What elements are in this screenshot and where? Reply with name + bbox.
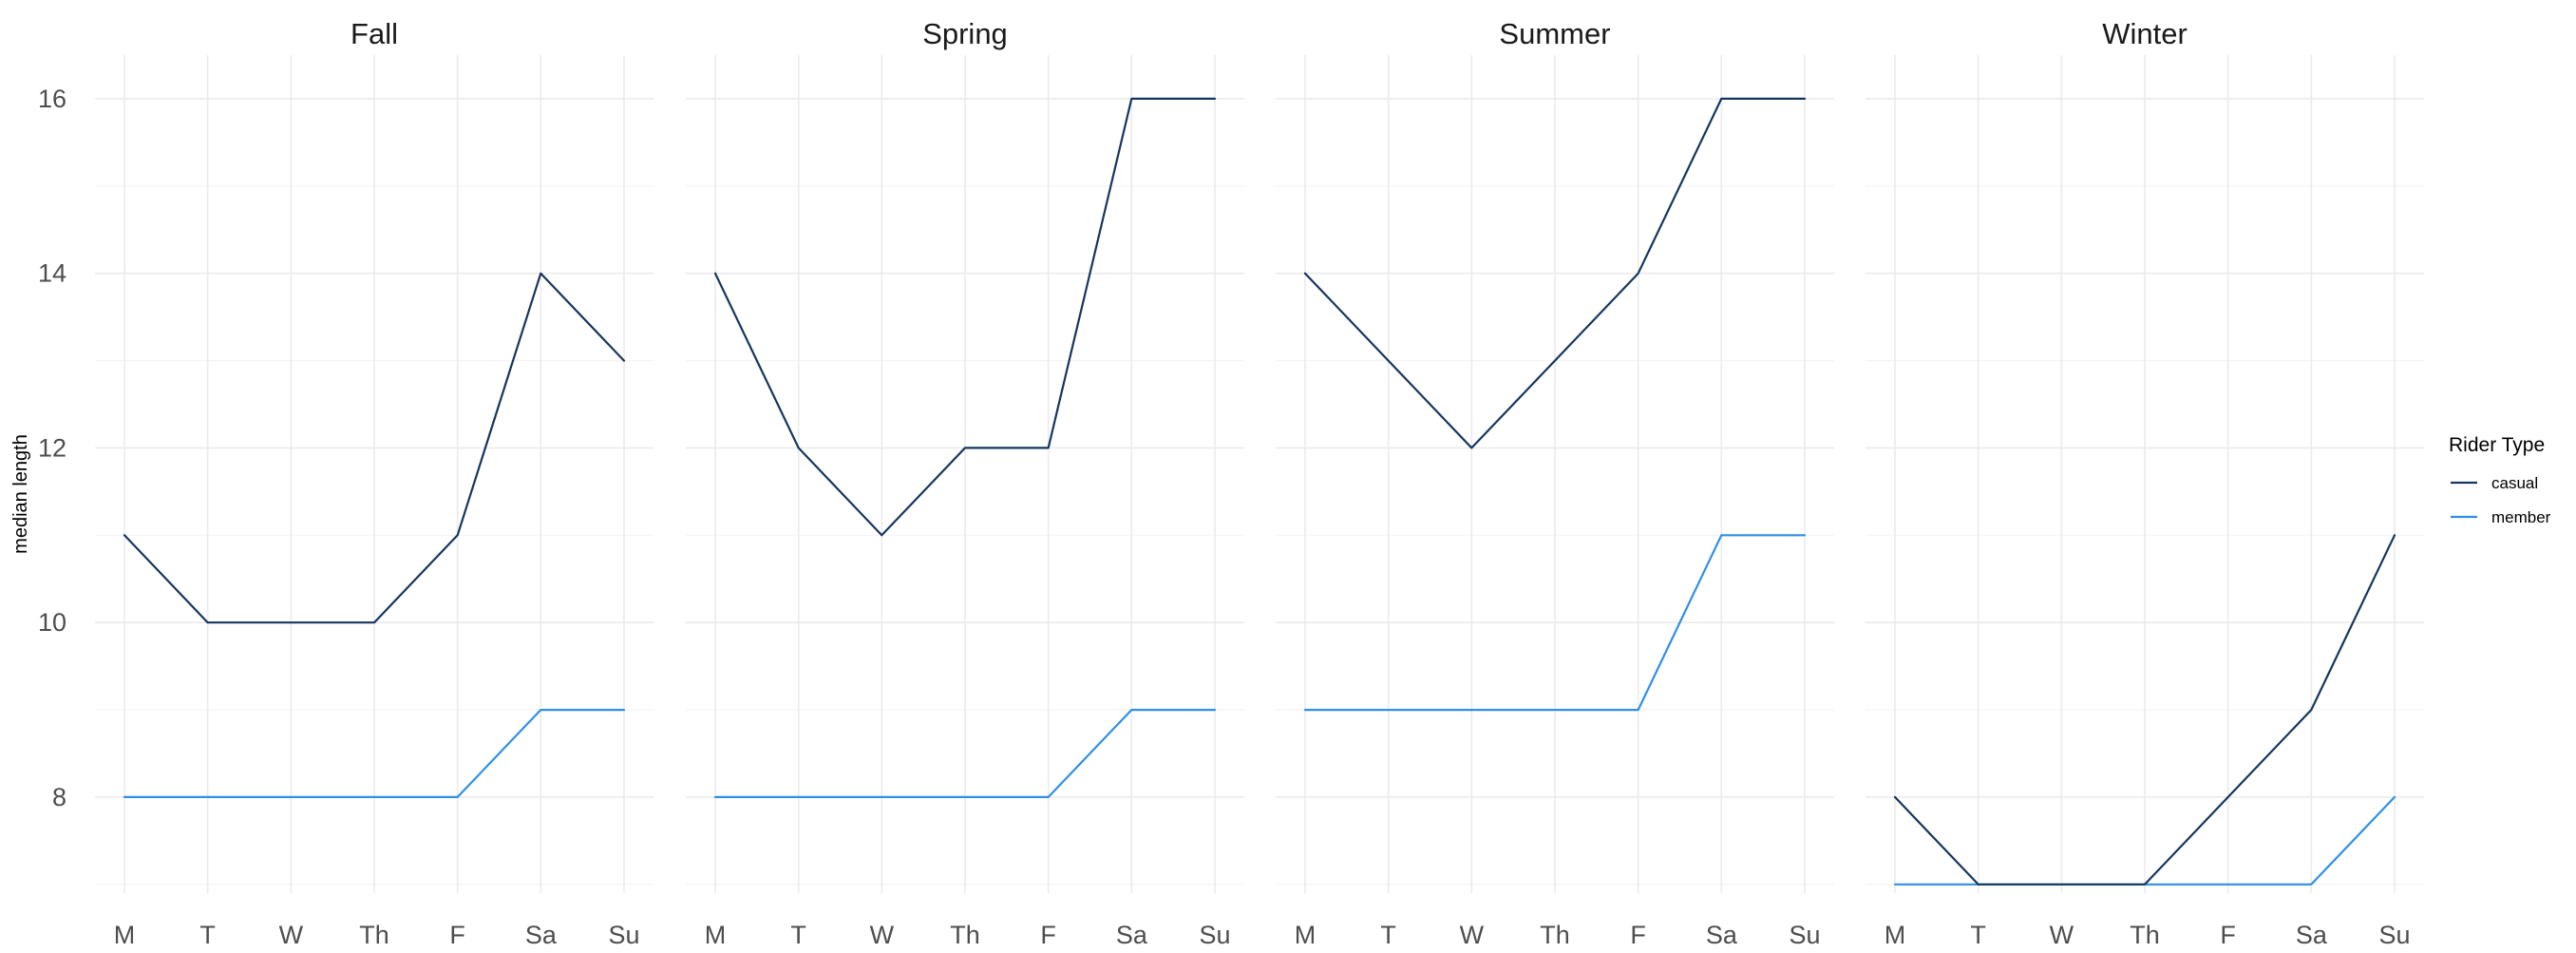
x-tick-label: T — [199, 921, 216, 949]
x-tick-label: Su — [608, 921, 639, 949]
x-tick-label: Th — [359, 921, 389, 949]
facet-panels: Fall M T W Th F Sa Su Spring M T W Th F Sa Su Summer M T W T… — [38, 17, 2424, 949]
y-tick-label: 8 — [52, 783, 66, 811]
x-tick-label: Su — [1789, 921, 1820, 949]
facet-title: Fall — [350, 17, 398, 50]
x-tick-label: T — [790, 921, 806, 949]
x-tick-label: F — [1630, 921, 1646, 949]
x-tick-label: Sa — [1706, 921, 1738, 949]
legend: Rider Type casual member — [2449, 434, 2551, 526]
y-tick-label: 16 — [38, 85, 66, 113]
x-tick-label: F — [449, 921, 465, 949]
x-tick-label: Sa — [525, 921, 558, 949]
facet-panel-fall: Fall M T W Th F Sa Su — [95, 17, 653, 949]
series-line-casual — [1303, 97, 1807, 449]
series-line-member — [713, 708, 1217, 799]
legend-label-casual: casual — [2491, 474, 2538, 492]
facet-title: Spring — [922, 17, 1008, 50]
x-tick-label: Su — [1199, 921, 1230, 949]
series-line-casual — [713, 97, 1217, 537]
x-tick-label: Sa — [1116, 921, 1148, 949]
facet-title: Winter — [2102, 17, 2188, 50]
x-tick-label: M — [1885, 921, 1906, 949]
legend-label-member: member — [2491, 508, 2551, 526]
x-tick-label: Th — [2130, 921, 2160, 949]
series-line-member — [123, 708, 626, 799]
facet-title: Summer — [1499, 17, 1610, 50]
x-tick-label: M — [1295, 921, 1316, 949]
x-tick-label: F — [1040, 921, 1056, 949]
x-tick-label: W — [279, 921, 304, 949]
x-tick-label: T — [1970, 921, 1986, 949]
x-tick-label: Th — [1540, 921, 1570, 949]
facet-panel-spring: Spring M T W Th F Sa Su — [686, 17, 1244, 949]
y-axis-title: median length — [10, 434, 31, 554]
series-line-member — [1303, 534, 1807, 712]
x-tick-label: Sa — [2296, 921, 2328, 949]
x-tick-label: W — [2050, 921, 2074, 949]
legend-title: Rider Type — [2449, 434, 2545, 456]
x-tick-label: M — [114, 921, 136, 949]
legend-entry-member: member — [2451, 508, 2551, 526]
y-tick-label: 12 — [38, 433, 66, 462]
series-line-casual — [123, 272, 626, 624]
facet-panel-summer: Summer M T W Th F Sa Su — [1276, 17, 1834, 949]
y-axis-ticks: 8 10 12 14 16 — [38, 85, 66, 811]
series-line-casual — [1893, 534, 2396, 886]
x-tick-label: Th — [950, 921, 980, 949]
legend-entries: casual member — [2451, 474, 2551, 526]
x-tick-label: Su — [2378, 921, 2410, 949]
y-tick-label: 10 — [38, 608, 66, 637]
x-tick-label: M — [705, 921, 727, 949]
x-tick-label: W — [870, 921, 895, 949]
y-tick-label: 14 — [38, 259, 66, 288]
facet-panel-winter: Winter M T W Th F Sa Su — [1866, 17, 2424, 949]
x-tick-label: T — [1380, 921, 1396, 949]
x-tick-label: F — [2220, 921, 2236, 949]
x-tick-label: W — [1460, 921, 1485, 949]
legend-entry-casual: casual — [2451, 474, 2538, 492]
